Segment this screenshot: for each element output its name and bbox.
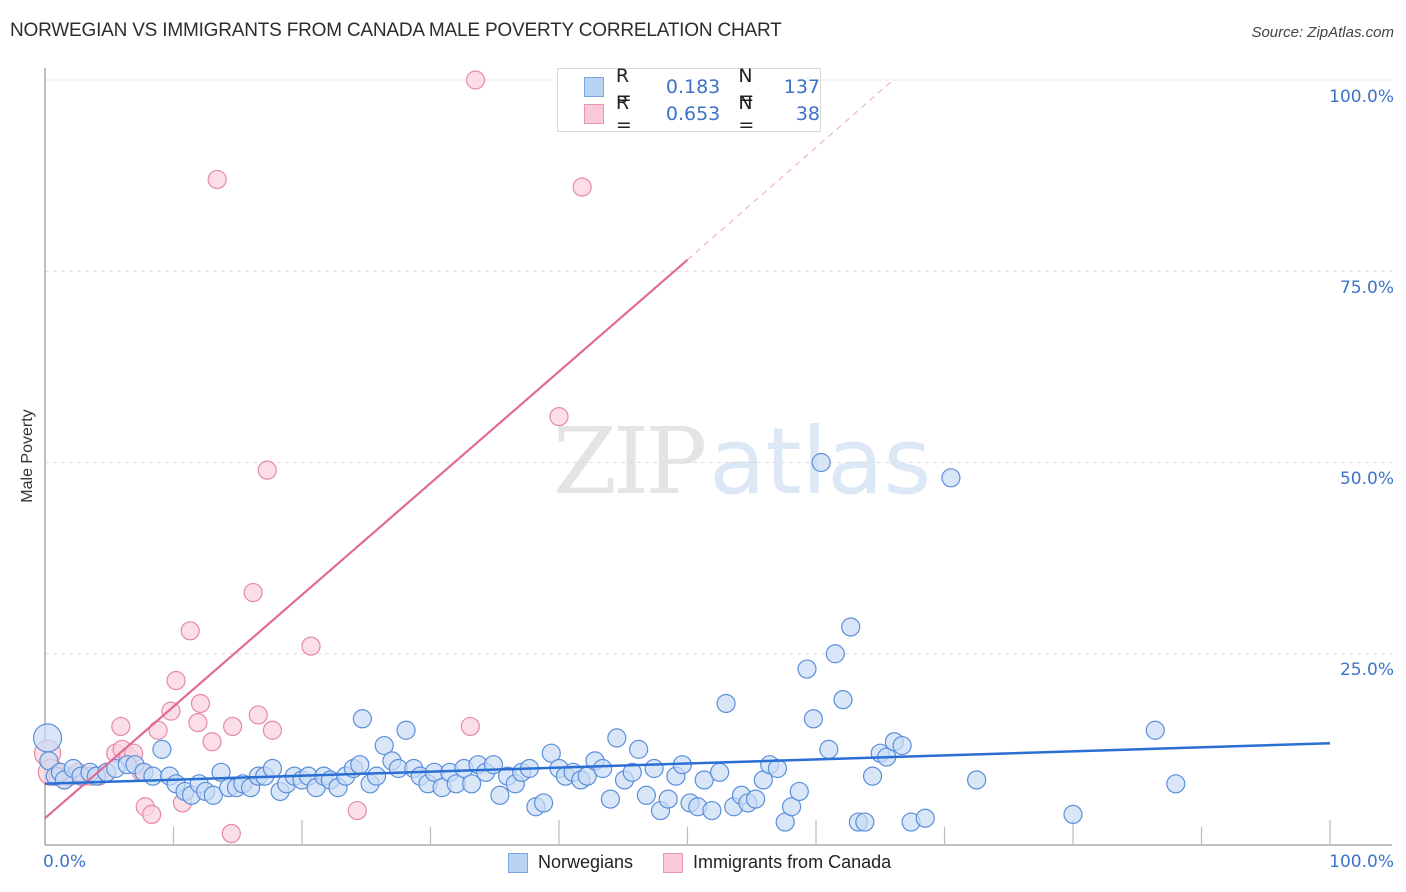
y-tick-75: 75.0% [1339,278,1394,298]
stats-legend: R = 0.183 N = 137 R = 0.653 N = 38 [557,65,821,136]
series-legend: Norwegians Immigrants from Canada [508,852,921,873]
axes [44,68,1392,846]
series-immigrants-from-canada [33,70,592,844]
r-value: 0.183 [665,76,721,98]
stats-row-immigrants: R = 0.653 N = 38 [584,92,821,136]
legend-label: Immigrants from Canada [693,852,892,872]
swatch-pink [584,104,604,124]
x-tick-100: 100.0% [1329,852,1394,872]
r-value: 0.653 [665,103,721,125]
y-tick-100: 100.0% [1329,87,1394,107]
r-label: R = [615,92,632,136]
n-label: N = [738,92,755,136]
swatch-pink [663,852,684,873]
x-tick-0: 0.0% [43,852,87,872]
swatch-blue [508,852,528,873]
chart-title: NORWEGIAN VS IMMIGRANTS FROM CANADA MALE… [10,20,782,41]
y-tick-50: 50.0% [1339,469,1394,489]
stats-row-norwegians: R = 0.183 N = 137 [584,65,821,109]
series-norwegians [32,452,1186,832]
legend-label: Norwegians [538,852,634,872]
n-value: 137 [783,76,821,98]
legend-item-immigrants-from-canada[interactable]: Immigrants from Canada [663,852,891,873]
y-tick-25: 25.0% [1339,660,1394,680]
swatch-blue [584,77,604,97]
y-axis-label: Male Poverty [19,409,36,503]
n-value: 38 [795,103,821,125]
gridlines [45,79,1392,655]
source-label: Source: ZipAtlas.com [1251,24,1394,41]
legend-item-norwegians[interactable]: Norwegians [508,852,633,873]
n-label: N = [738,65,755,109]
trend-lines [44,79,1331,820]
r-label: R = [615,65,632,109]
